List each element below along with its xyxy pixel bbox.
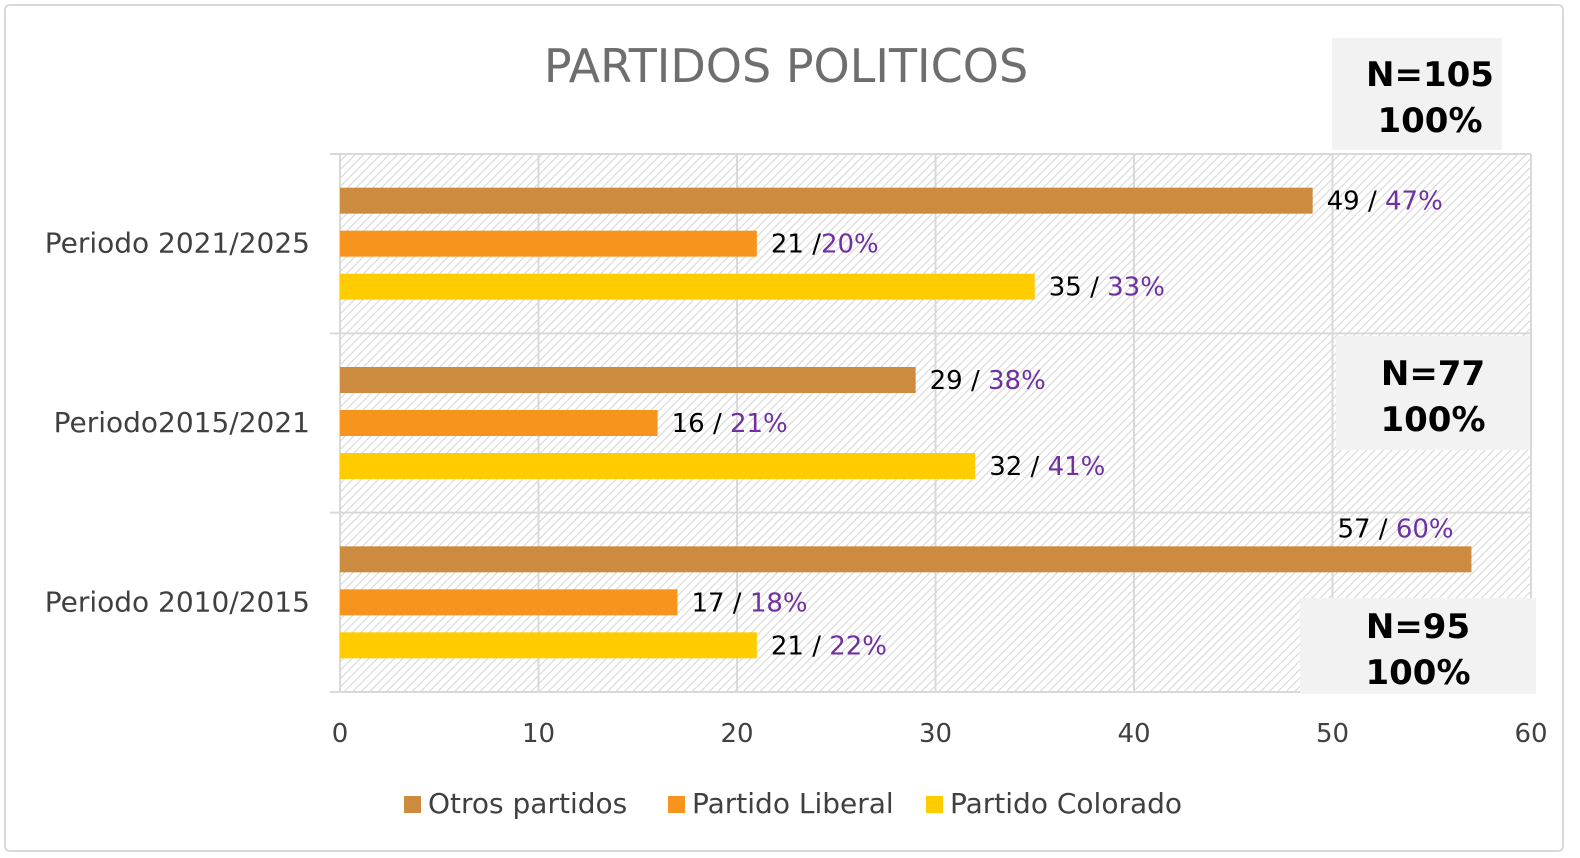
- legend-label: Otros partidos: [428, 787, 627, 820]
- data-label: 29 / 38%: [930, 366, 1046, 396]
- legend-label: Partido Liberal: [692, 787, 894, 820]
- data-label: 16 / 21%: [672, 409, 788, 439]
- x-tick-label: 0: [332, 719, 349, 749]
- legend-swatch: [926, 796, 943, 813]
- n-count-label: N=95: [1366, 607, 1470, 647]
- bar: [340, 367, 916, 393]
- data-label: 21 / 22%: [771, 631, 887, 661]
- data-label: 17 / 18%: [691, 588, 807, 618]
- category-label: Periodo 2021/2025: [45, 227, 310, 260]
- bar: [340, 453, 976, 479]
- n-percent-label: 100%: [1365, 653, 1470, 693]
- x-tick-label: 50: [1316, 719, 1349, 749]
- data-label: 35 / 33%: [1049, 273, 1165, 303]
- category-label: Periodo2015/2021: [54, 406, 310, 439]
- data-label: 32 / 41%: [989, 452, 1105, 482]
- bar: [340, 410, 658, 436]
- legend-swatch: [668, 796, 685, 813]
- bar: [340, 230, 757, 257]
- x-tick-label: 30: [919, 719, 952, 749]
- x-tick-label: 20: [720, 719, 753, 749]
- n-annotation-box: [1332, 38, 1502, 150]
- n-count-label: N=77: [1381, 354, 1485, 394]
- legend-swatch: [404, 796, 421, 813]
- bar: [340, 632, 757, 659]
- n-annotation-box: [1336, 336, 1530, 450]
- chart-title: PARTIDOS POLITICOS: [544, 39, 1028, 93]
- n-count-label: N=105: [1366, 55, 1494, 95]
- legend-label: Partido Colorado: [950, 787, 1182, 820]
- bar: [340, 187, 1313, 214]
- data-label: 57 / 60%: [1337, 514, 1453, 544]
- x-tick-label: 10: [522, 719, 555, 749]
- category-label: Periodo 2010/2015: [45, 585, 310, 618]
- x-tick-label: 60: [1514, 719, 1547, 749]
- data-label: 49 / 47%: [1327, 187, 1443, 217]
- x-tick-label: 40: [1117, 719, 1150, 749]
- bar: [340, 589, 678, 616]
- data-label: 21 /20%: [771, 230, 879, 260]
- bar: [340, 546, 1472, 573]
- n-annotation-box: [1300, 598, 1536, 694]
- n-percent-label: 100%: [1377, 101, 1482, 141]
- bar: [340, 273, 1035, 300]
- n-percent-label: 100%: [1380, 400, 1485, 440]
